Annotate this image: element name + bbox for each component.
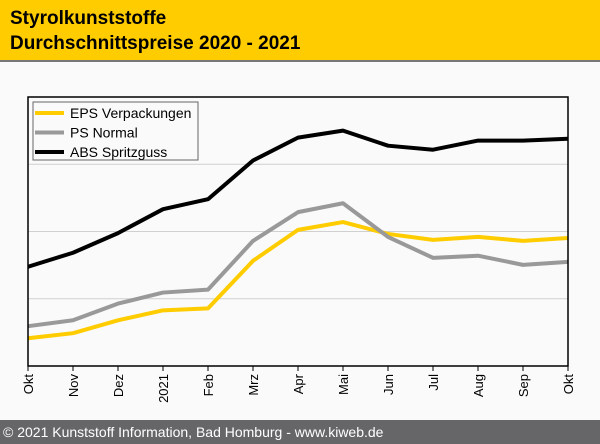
x-tick-label: Okt <box>21 374 36 395</box>
x-tick-label: Apr <box>291 373 306 394</box>
x-tick-label: Okt <box>561 374 576 395</box>
x-tick-label: Feb <box>201 374 216 396</box>
title-line-2: Durchschnittspreise 2020 - 2021 <box>10 33 301 54</box>
x-tick-label: 2021 <box>156 374 171 403</box>
header: Styrolkunststoffe Durchschnittspreise 20… <box>0 0 600 62</box>
legend-label: PS Normal <box>70 125 138 141</box>
series-line-1 <box>27 201 569 329</box>
x-tick-label: Sep <box>516 374 531 397</box>
legend-label: EPS Verpackungen <box>70 105 191 121</box>
x-tick-label: Nov <box>66 374 81 398</box>
x-tick-label: Aug <box>471 374 486 397</box>
x-tick-label: Mai <box>336 374 351 395</box>
x-tick-label: Mrz <box>246 374 261 396</box>
line-chart: Okt Nov Dez 2021 Feb Mrz Apr Mai Jun Jul Aug Sep Okt… <box>21 96 576 403</box>
legend: EPS Verpackungen PS Normal ABS Spritzguss <box>32 101 199 161</box>
legend-label: ABS Spritzguss <box>70 144 167 160</box>
title-line-1: Styrolkunststoffe <box>10 8 167 29</box>
x-tick-label: Dez <box>111 374 126 397</box>
x-tick-label: Jul <box>426 374 441 391</box>
footer-copyright: © 2021 Kunststoff Information, Bad Hombu… <box>0 420 600 444</box>
series-line-0 <box>27 220 569 341</box>
x-tick-label: Jun <box>381 374 396 395</box>
series-line-2 <box>27 128 569 269</box>
